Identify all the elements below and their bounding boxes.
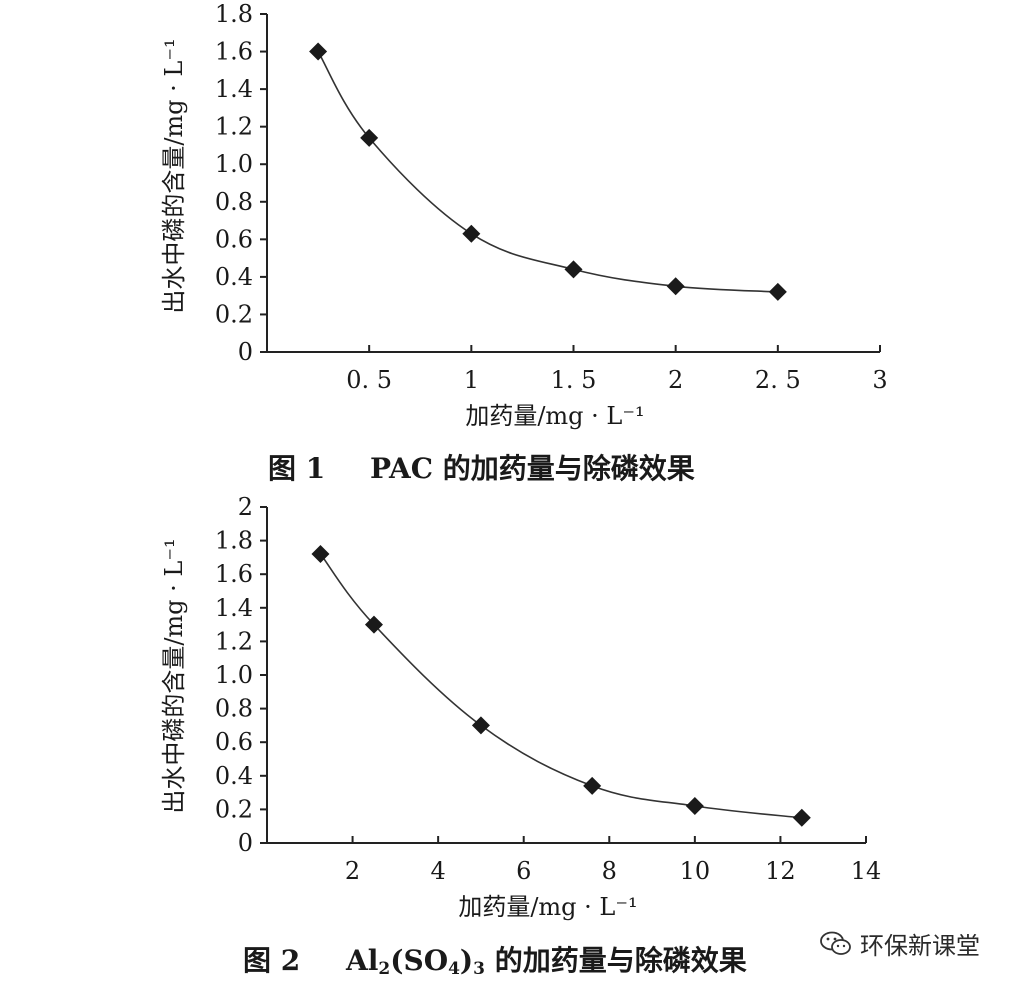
chart-1-figure-label: 图 1 bbox=[268, 452, 325, 485]
chart-1-series-line bbox=[317, 51, 778, 293]
chart-2-y-tick-label: 1.2 bbox=[215, 627, 253, 655]
chart-1-data-point bbox=[564, 260, 583, 279]
chart-2-y-axis-title: 出水中磷的含量/mg · L⁻¹ bbox=[160, 538, 188, 813]
chart-2-x-axis-title: 加药量/mg · L⁻¹ bbox=[458, 893, 637, 921]
chart-2-figure-label: 图 2 bbox=[243, 944, 300, 977]
chart-2-y-tick-label: 1.8 bbox=[215, 527, 253, 555]
chart-1-y-tick-label: 0.2 bbox=[215, 300, 253, 328]
chart-1-x-tick-label: 2 bbox=[668, 366, 683, 394]
chart-2-al2so43: 0 0.2 0.4 0.6 0.8 1.0 1.2 1.4 1.6 1.8 2 2 4 6 8 10 12 14… bbox=[160, 493, 881, 979]
chart-2-caption: Al2(SO4)3 的加药量与除磷效果 bbox=[345, 944, 747, 979]
chart-1-y-axis-title: 出水中磷的含量/mg · L⁻¹ bbox=[160, 38, 188, 313]
chart-1-x-tick-label: 2. 5 bbox=[755, 366, 801, 394]
chart-2-series-line bbox=[319, 553, 802, 819]
chart-2-y-tick-label: 2 bbox=[238, 493, 253, 521]
chart-1-data-point bbox=[360, 128, 379, 147]
chart-1-x-ticks: 0. 5 1 1. 5 2 2. 5 3 bbox=[346, 345, 888, 394]
chart-1-y-tick-label: 1.8 bbox=[215, 0, 253, 28]
chart-2-x-tick-label: 12 bbox=[765, 857, 796, 885]
chart-2-data-point bbox=[685, 797, 704, 816]
chart-1-y-ticks: 0 0.2 0.4 0.6 0.8 1.0 1.2 1.4 1.6 1.8 bbox=[215, 0, 267, 366]
chart-2-y-tick-label: 1.0 bbox=[215, 661, 253, 689]
chart-1-x-tick-label: 0. 5 bbox=[346, 366, 392, 394]
chart-2-y-tick-label: 0.8 bbox=[215, 695, 253, 723]
chart-2-x-ticks: 2 4 6 8 10 12 14 bbox=[345, 836, 881, 885]
chart-1-data-point bbox=[462, 224, 481, 243]
chart-1-x-tick-label: 3 bbox=[872, 366, 887, 394]
chart-2-x-tick-label: 2 bbox=[345, 857, 360, 885]
chart-1-y-tick-label: 0.4 bbox=[215, 263, 253, 291]
chart-2-y-tick-label: 0.2 bbox=[215, 795, 253, 823]
chart-2-x-tick-label: 10 bbox=[680, 857, 711, 885]
chart-1-y-tick-label: 1.4 bbox=[215, 75, 253, 103]
chart-2-y-tick-label: 0.6 bbox=[215, 728, 253, 756]
chart-1-y-tick-label: 1.6 bbox=[215, 38, 253, 66]
chart-1-data-point bbox=[768, 282, 787, 301]
chart-2-y-tick-label: 0.4 bbox=[215, 762, 253, 790]
watermark-text: 环保新课堂 bbox=[860, 932, 980, 960]
chart-1-points bbox=[309, 42, 787, 301]
chart-1-x-tick-label: 1 bbox=[464, 366, 479, 394]
chart-1-y-tick-label: 1.0 bbox=[215, 150, 253, 178]
chart-2-data-point bbox=[471, 716, 490, 735]
chart-2-x-tick-label: 8 bbox=[602, 857, 617, 885]
chart-1-caption: PAC 的加药量与除磷效果 bbox=[370, 452, 695, 485]
chart-2-y-tick-label: 0 bbox=[238, 829, 253, 857]
chart-1-x-axis-title: 加药量/mg · L⁻¹ bbox=[465, 402, 644, 430]
chart-1-data-point bbox=[309, 42, 328, 61]
chart-2-points bbox=[311, 545, 811, 827]
chart-2-y-ticks: 0 0.2 0.4 0.6 0.8 1.0 1.2 1.4 1.6 1.8 2 bbox=[215, 493, 267, 857]
chart-2-x-tick-label: 6 bbox=[516, 857, 531, 885]
chart-2-x-tick-label: 4 bbox=[431, 857, 446, 885]
chart-1-data-point bbox=[666, 277, 685, 296]
watermark: 环保新课堂 bbox=[820, 926, 980, 961]
chart-2-data-point bbox=[792, 808, 811, 827]
chart-2-data-point bbox=[311, 545, 330, 564]
chart-1-y-tick-label: 0 bbox=[238, 338, 253, 366]
wechat-icon bbox=[820, 931, 851, 955]
chart-2-data-point bbox=[583, 776, 602, 795]
chart-1-y-tick-label: 0.6 bbox=[215, 225, 253, 253]
chart-2-y-tick-label: 1.4 bbox=[215, 594, 253, 622]
chart-1-pac: 0 0.2 0.4 0.6 0.8 1.0 1.2 1.4 1.6 1.8 0. 5 1 1. 5 2 2… bbox=[160, 0, 888, 485]
chart-1-y-tick-label: 0.8 bbox=[215, 188, 253, 216]
chart-1-x-tick-label: 1. 5 bbox=[551, 366, 597, 394]
chart-2-x-tick-label: 14 bbox=[851, 857, 882, 885]
chart-2-y-tick-label: 1.6 bbox=[215, 560, 253, 588]
chart-2-data-point bbox=[364, 615, 383, 634]
chart-1-y-tick-label: 1.2 bbox=[215, 113, 253, 141]
